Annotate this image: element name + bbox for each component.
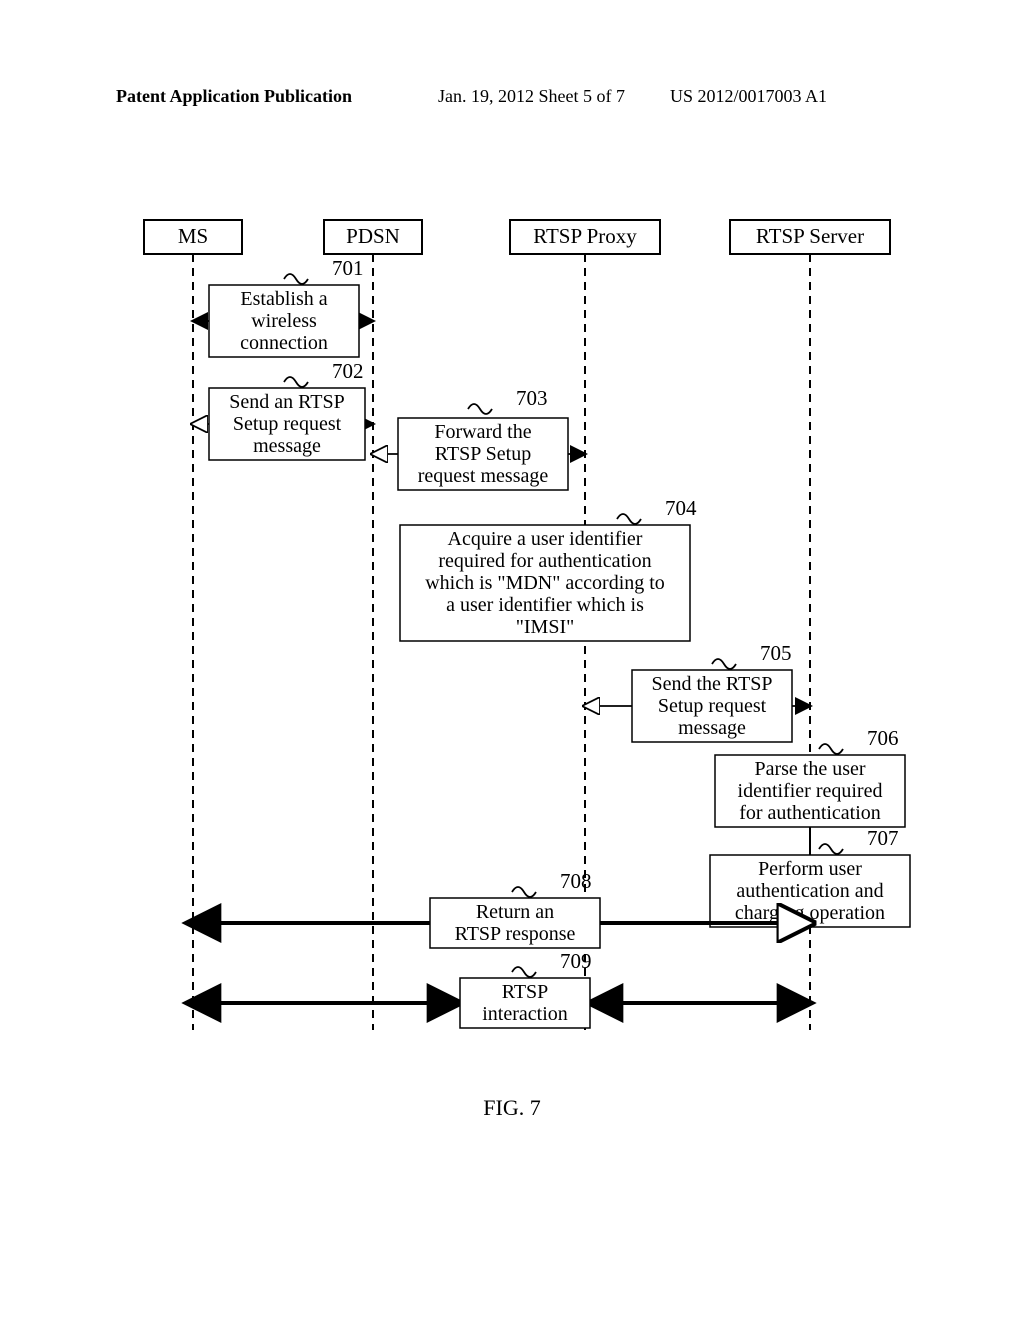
step-text-704-4: "IMSI" bbox=[516, 616, 575, 638]
step-num-701: 701 bbox=[332, 256, 364, 280]
step-text-702-0: Send an RTSP bbox=[229, 391, 344, 413]
step-text-706-2: for authentication bbox=[739, 802, 881, 824]
step-text-703-2: request message bbox=[418, 465, 549, 487]
node-label-pdsn: PDSN bbox=[346, 224, 400, 248]
step-text-705-2: message bbox=[678, 717, 746, 739]
step-text-703-0: Forward the bbox=[434, 421, 531, 443]
step-text-706-1: identifier required bbox=[738, 780, 883, 802]
step-text-709-0: RTSP bbox=[502, 981, 549, 1003]
step-text-707-2: charging operation bbox=[735, 902, 885, 924]
page: Patent Application Publication Jan. 19, … bbox=[0, 0, 1024, 1320]
header-right: US 2012/0017003 A1 bbox=[670, 86, 827, 107]
step-num-707: 707 bbox=[867, 826, 899, 850]
step-text-707-1: authentication and bbox=[736, 880, 883, 902]
step-text-701-1: wireless bbox=[251, 310, 317, 332]
header-left: Patent Application Publication bbox=[116, 86, 352, 107]
node-label-ms: MS bbox=[178, 224, 208, 248]
step-num-708: 708 bbox=[560, 869, 592, 893]
step-text-708-1: RTSP response bbox=[455, 923, 576, 945]
step-text-702-2: message bbox=[253, 435, 321, 457]
node-label-server: RTSP Server bbox=[756, 224, 864, 248]
sequence-diagram: MS PDSN RTSP Proxy RTSP Server 701Establish … bbox=[0, 200, 1024, 1070]
step-text-704-3: a user identifier which is bbox=[446, 594, 644, 616]
header-center: Jan. 19, 2012 Sheet 5 of 7 bbox=[438, 86, 625, 107]
figure-caption: FIG. 7 bbox=[0, 1095, 1024, 1121]
step-num-706: 706 bbox=[867, 726, 899, 750]
step-text-701-0: Establish a bbox=[240, 288, 327, 310]
step-num-702: 702 bbox=[332, 359, 364, 383]
step-num-709: 709 bbox=[560, 949, 592, 973]
step-text-709-1: interaction bbox=[482, 1003, 568, 1025]
step-text-705-1: Setup request bbox=[658, 695, 767, 717]
step-text-708-0: Return an bbox=[476, 901, 554, 923]
step-text-706-0: Parse the user bbox=[754, 758, 865, 780]
step-text-702-1: Setup request bbox=[233, 413, 342, 435]
step-text-705-0: Send the RTSP bbox=[651, 673, 772, 695]
step-num-704: 704 bbox=[665, 496, 697, 520]
step-text-704-1: required for authentication bbox=[438, 550, 651, 572]
step-text-701-2: connection bbox=[240, 332, 328, 354]
step-text-704-0: Acquire a user identifier bbox=[448, 528, 643, 550]
step-text-707-0: Perform user bbox=[758, 858, 862, 880]
step-num-705: 705 bbox=[760, 641, 792, 665]
step-num-703: 703 bbox=[516, 386, 548, 410]
step-text-703-1: RTSP Setup bbox=[435, 443, 531, 465]
node-label-proxy: RTSP Proxy bbox=[533, 224, 637, 248]
step-text-704-2: which is "MDN" according to bbox=[425, 572, 665, 594]
